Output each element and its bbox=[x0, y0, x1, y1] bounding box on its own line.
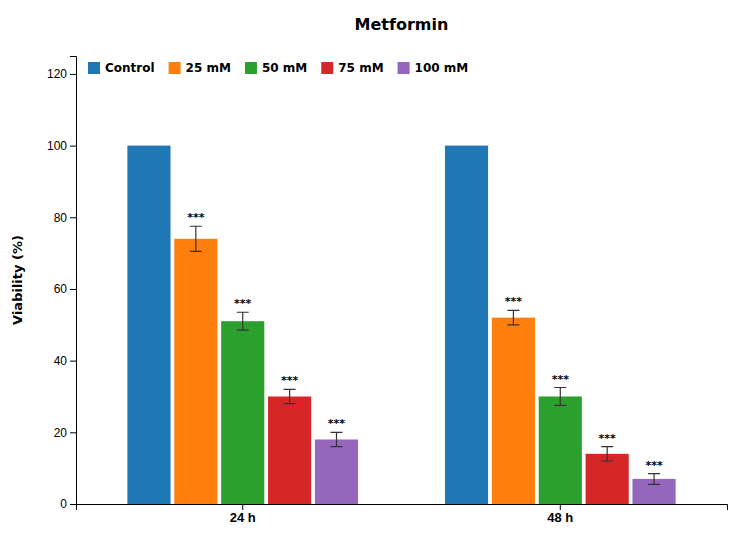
tick-mark bbox=[70, 504, 76, 505]
bar bbox=[315, 439, 358, 504]
annotation: *** bbox=[645, 459, 663, 472]
error-bar bbox=[601, 447, 613, 461]
tick-label: 100 bbox=[47, 139, 67, 153]
annotation: *** bbox=[187, 211, 205, 224]
error-bar-line bbox=[648, 474, 660, 485]
error-bar bbox=[237, 312, 249, 330]
annotation: *** bbox=[234, 297, 252, 310]
tick-label: 24 h bbox=[230, 510, 256, 525]
error-bar bbox=[330, 432, 342, 446]
bar bbox=[127, 146, 170, 504]
tick-label: 80 bbox=[54, 211, 68, 225]
tick-mark bbox=[70, 361, 76, 362]
annotations: *** *** *** *** *** *** *** *** bbox=[187, 211, 663, 471]
series bbox=[268, 389, 629, 504]
y-axis: 0 20 40 60 80 100 120 bbox=[47, 57, 77, 512]
tick-mark bbox=[242, 504, 243, 510]
annotation: *** bbox=[599, 432, 617, 445]
legend-swatch bbox=[245, 62, 257, 74]
annotation: *** bbox=[552, 373, 570, 386]
tick-mark bbox=[560, 504, 561, 510]
series bbox=[315, 432, 676, 504]
error-bar-line bbox=[190, 226, 202, 251]
axis-title: Viability (%) bbox=[10, 235, 25, 325]
tick-mark bbox=[70, 432, 76, 433]
annotation: *** bbox=[505, 295, 523, 308]
plot: 02040608010012024 h48 h*****************… bbox=[47, 57, 728, 526]
legend-swatch bbox=[88, 62, 100, 74]
x-axis: 24 h 48 h bbox=[77, 504, 728, 525]
series bbox=[127, 146, 488, 504]
tick-label: 48 h bbox=[547, 510, 573, 525]
legend-label: 25 mM bbox=[186, 61, 231, 75]
axis-line bbox=[77, 505, 728, 511]
error-bar bbox=[507, 310, 519, 324]
error-bar-line bbox=[284, 389, 296, 403]
bar bbox=[492, 318, 535, 504]
legend-swatch bbox=[169, 62, 181, 74]
annotation: *** bbox=[328, 417, 346, 430]
tick: 24 h bbox=[230, 504, 256, 525]
title: Metformin bbox=[355, 15, 449, 34]
tick-label: 40 bbox=[54, 354, 68, 368]
tick-label: 60 bbox=[54, 282, 68, 296]
error-bar bbox=[648, 474, 660, 485]
legend: Control 25 mM 50 mM 75 mM 100 mM bbox=[88, 61, 468, 75]
error-bar-line bbox=[601, 447, 613, 461]
tick-mark bbox=[70, 146, 76, 147]
legend-item: 50 mM bbox=[245, 61, 307, 75]
tick: 100 bbox=[47, 139, 76, 153]
legend-swatch bbox=[321, 62, 333, 74]
series bbox=[221, 312, 582, 504]
tick-label: 0 bbox=[60, 497, 67, 511]
legend-item: Control bbox=[88, 61, 155, 75]
legend-label: Control bbox=[105, 61, 155, 75]
tick: 40 bbox=[54, 354, 76, 368]
error-bar bbox=[554, 388, 566, 406]
legend-item: 75 mM bbox=[321, 61, 383, 75]
marks bbox=[127, 146, 675, 504]
tick: 0 bbox=[60, 497, 76, 511]
tick-mark bbox=[70, 217, 76, 218]
tick-mark bbox=[70, 289, 76, 290]
bar bbox=[268, 396, 311, 504]
tick-label: 120 bbox=[47, 67, 67, 81]
legend-label: 75 mM bbox=[338, 61, 383, 75]
tick-mark bbox=[70, 74, 76, 75]
legend-item: 100 mM bbox=[398, 61, 469, 75]
legend-label: 100 mM bbox=[415, 61, 469, 75]
legend-swatch bbox=[398, 62, 410, 74]
tick: 60 bbox=[54, 282, 76, 296]
tick-label: 20 bbox=[54, 426, 68, 440]
tick: 48 h bbox=[547, 504, 573, 525]
series bbox=[174, 226, 535, 504]
tick: 120 bbox=[47, 67, 76, 81]
legend-item: 25 mM bbox=[169, 61, 231, 75]
legend-label: 50 mM bbox=[262, 61, 307, 75]
error-bar-line bbox=[237, 312, 249, 330]
axis-line bbox=[70, 57, 77, 505]
error-bar-line bbox=[330, 432, 342, 446]
error-bar bbox=[284, 389, 296, 403]
bar bbox=[445, 146, 488, 504]
bar bbox=[221, 321, 264, 504]
error-bar bbox=[190, 226, 202, 251]
tick: 80 bbox=[54, 211, 76, 225]
error-bar-line bbox=[507, 310, 519, 324]
bar bbox=[174, 239, 217, 504]
tick: 20 bbox=[54, 426, 76, 440]
annotation: *** bbox=[281, 374, 299, 387]
chart: 02040608010012024 h48 h*****************… bbox=[0, 0, 751, 552]
error-bar-line bbox=[554, 388, 566, 406]
bar bbox=[539, 396, 582, 504]
